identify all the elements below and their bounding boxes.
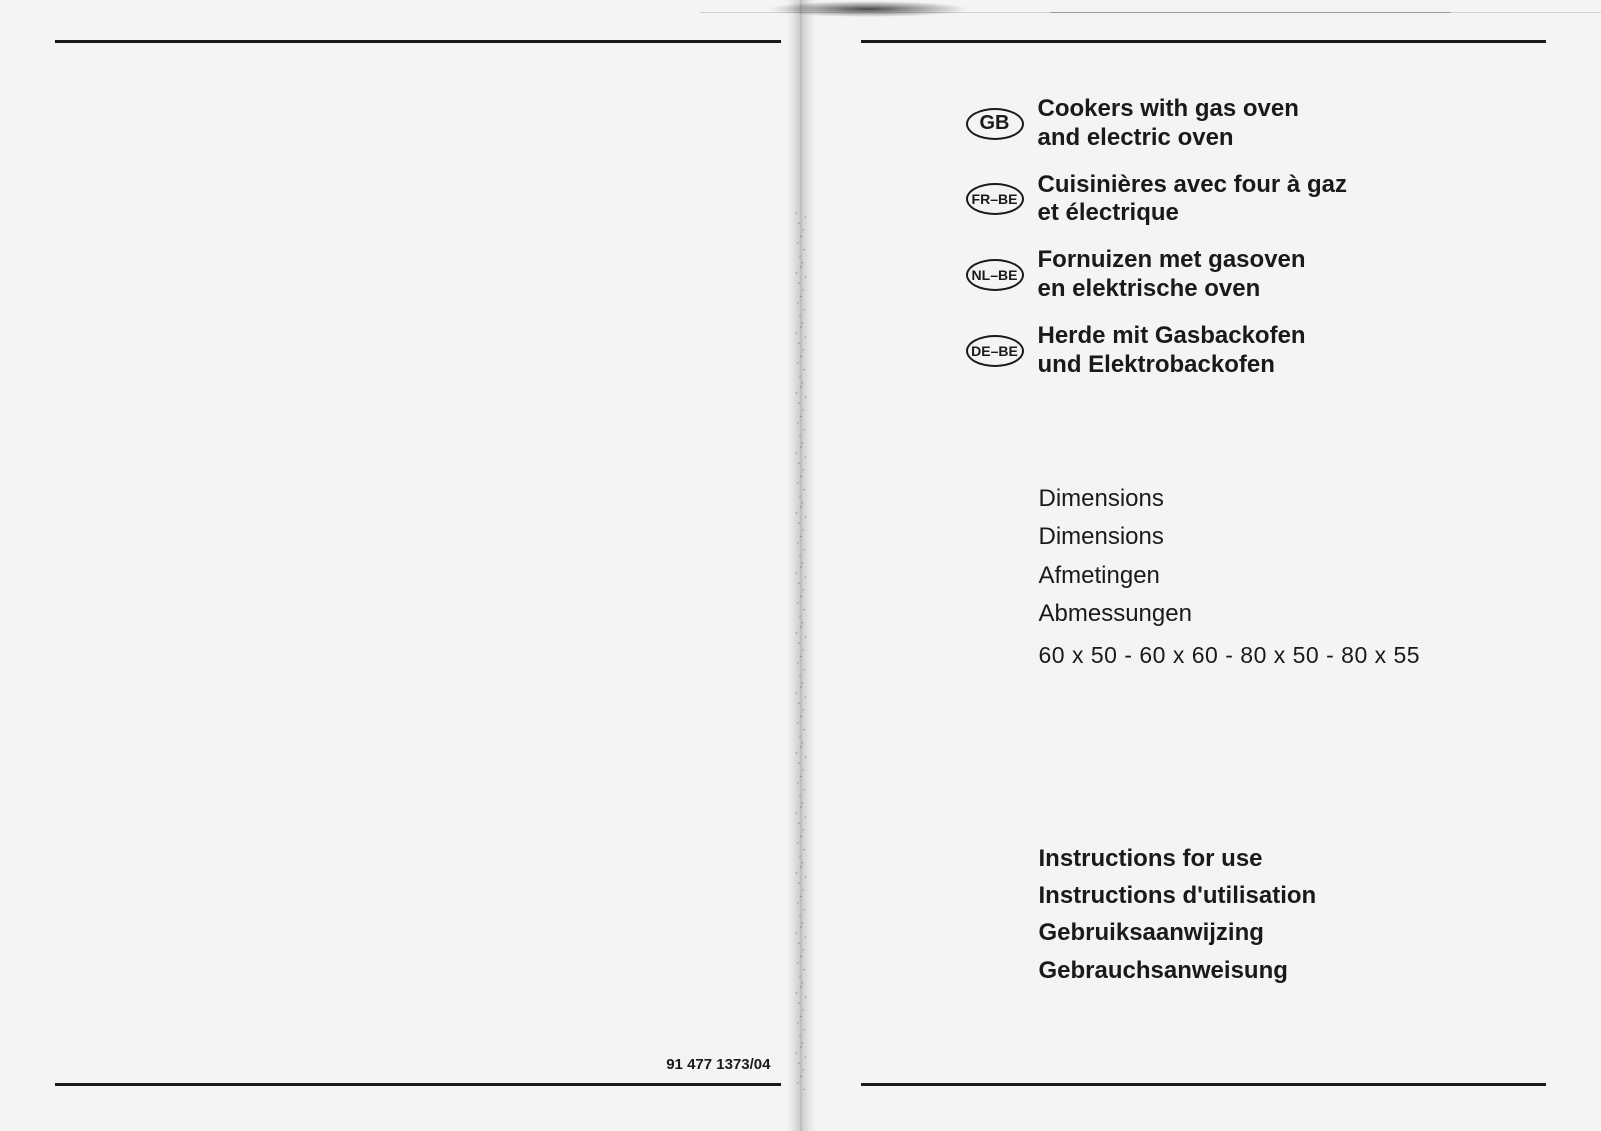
dimensions-block: Dimensions Dimensions Afmetingen Abmessu… [1039, 480, 1542, 669]
right-page: GB Cookers with gas oven and electric ov… [801, 0, 1601, 1131]
horizontal-rule-top [55, 40, 781, 43]
language-entry-fr-be: FR–BE Cuisinières avec four à gaz et éle… [966, 171, 1542, 229]
instructions-block: Instructions for use Instructions d'util… [1039, 840, 1542, 989]
horizontal-rule-bottom [55, 1083, 781, 1086]
country-badge-nl-be: NL–BE [966, 259, 1024, 291]
horizontal-rule-top [861, 40, 1547, 43]
instructions-label-nl: Gebruiksaanwijzing [1039, 914, 1542, 951]
horizontal-rule-bottom [861, 1083, 1547, 1086]
dimensions-values: 60 x 50 - 60 x 60 - 80 x 50 - 80 x 55 [1039, 642, 1542, 669]
product-title-de-be: Herde mit Gasbackofen und Elektrobackofe… [1038, 322, 1306, 380]
dimensions-label-nl: Afmetingen [1039, 557, 1542, 595]
instructions-label-de: Gebrauchsanweisung [1039, 952, 1542, 989]
document-number: 91 477 1373/04 [666, 1056, 770, 1073]
instructions-label-en: Instructions for use [1039, 840, 1542, 877]
country-badge-de-be: DE–BE [966, 335, 1024, 367]
country-badge-fr-be: FR–BE [966, 183, 1024, 215]
language-titles-block: GB Cookers with gas oven and electric ov… [966, 95, 1542, 397]
dimensions-label-de: Abmessungen [1039, 595, 1542, 633]
country-badge-gb: GB [966, 108, 1024, 140]
scanned-spread: 91 477 1373/04 GB Cookers with gas oven … [0, 0, 1601, 1131]
dimensions-label-fr: Dimensions [1039, 518, 1542, 556]
dimensions-label-en: Dimensions [1039, 480, 1542, 518]
product-title-gb: Cookers with gas oven and electric oven [1038, 95, 1299, 153]
left-page: 91 477 1373/04 [0, 0, 801, 1131]
language-entry-de-be: DE–BE Herde mit Gasbackofen und Elektrob… [966, 322, 1542, 380]
book-spine-texture [790, 210, 812, 1090]
product-title-nl-be: Fornuizen met gasoven en elektrische ove… [1038, 246, 1306, 304]
language-entry-gb: GB Cookers with gas oven and electric ov… [966, 95, 1542, 153]
language-entry-nl-be: NL–BE Fornuizen met gasoven en elektrisc… [966, 246, 1542, 304]
product-title-fr-be: Cuisinières avec four à gaz et électriqu… [1038, 171, 1347, 229]
instructions-label-fr: Instructions d'utilisation [1039, 877, 1542, 914]
